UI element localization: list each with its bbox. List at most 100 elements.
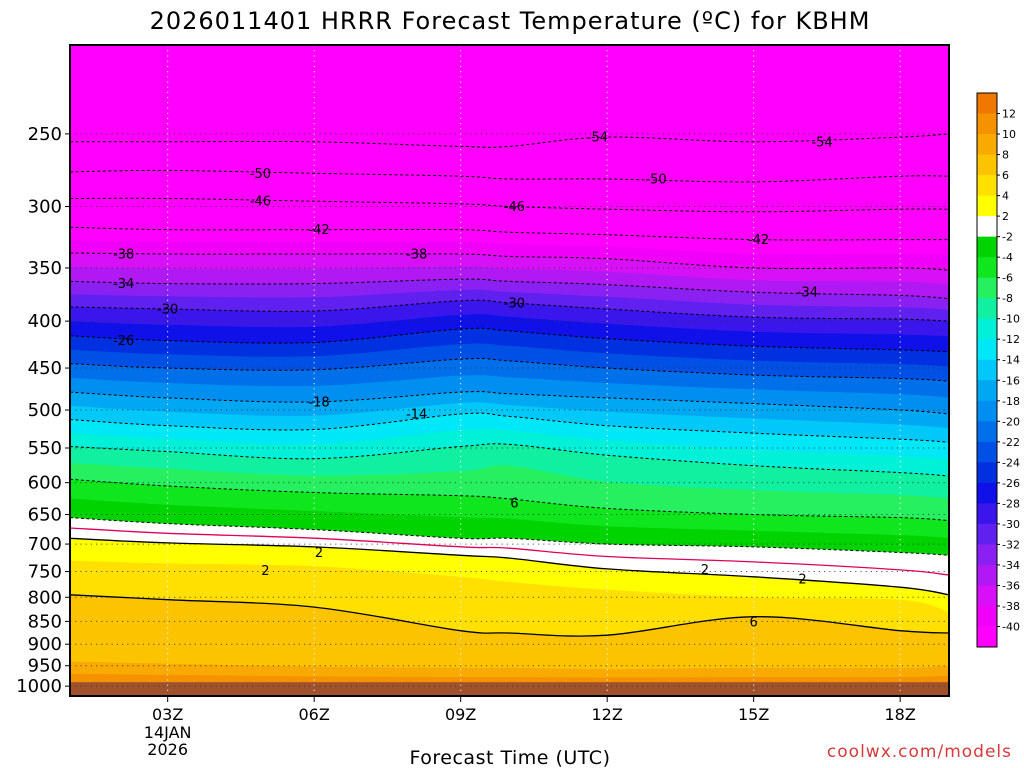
contour-label-14: -26 bbox=[113, 334, 134, 349]
colorbar-label-0: 12 bbox=[1002, 108, 1016, 121]
isotherm--42 bbox=[70, 226, 949, 241]
chart-title: 2026011401 HRRR Forecast Temperature (ºC… bbox=[150, 7, 871, 35]
y-tick-label-750: 750 bbox=[28, 562, 62, 583]
svg-text:6: 6 bbox=[510, 496, 518, 511]
y-axis: 2503003504004505005506006507007508008509… bbox=[16, 124, 70, 697]
colorbar-label-4: 4 bbox=[1002, 190, 1009, 203]
y-tick-label-400: 400 bbox=[28, 311, 62, 332]
colorbar-swatch-5 bbox=[977, 195, 997, 217]
isotherm--38 bbox=[70, 252, 949, 271]
contour-label-3: -50 bbox=[645, 173, 666, 188]
y-tick-label-250: 250 bbox=[28, 124, 62, 145]
colorbar-swatch-11 bbox=[977, 318, 997, 340]
svg-text:-46: -46 bbox=[504, 200, 525, 215]
x-tick-label-06Z: 06Z bbox=[299, 705, 330, 724]
y-tick-label-600: 600 bbox=[28, 473, 62, 494]
colorbar-label-16: -22 bbox=[1002, 436, 1020, 449]
isotherm--30 bbox=[70, 299, 949, 322]
contour-label-19: 6 bbox=[510, 496, 518, 511]
colorbar-swatch-20 bbox=[977, 503, 997, 525]
y-tick-label-900: 900 bbox=[28, 634, 62, 655]
colorbar-label-1: 10 bbox=[1002, 128, 1016, 141]
svg-text:2: 2 bbox=[798, 572, 806, 587]
colorbar-swatch-8 bbox=[977, 257, 997, 279]
colorbar-swatch-3 bbox=[977, 154, 997, 176]
x-tick-label-03Z: 03Z bbox=[152, 705, 183, 724]
colorbar-label-10: -10 bbox=[1002, 313, 1020, 326]
colorbar-swatch-16 bbox=[977, 421, 997, 443]
contour-label-22: 6 bbox=[750, 615, 758, 630]
colorbar-label-24: -38 bbox=[1002, 600, 1020, 613]
svg-text:-18: -18 bbox=[308, 395, 329, 410]
isotherm--54 bbox=[70, 133, 949, 148]
colorbar-swatch-9 bbox=[977, 277, 997, 299]
colorbar-swatch-15 bbox=[977, 400, 997, 422]
isotherm-contours bbox=[70, 133, 949, 637]
isotherm--34 bbox=[70, 278, 949, 300]
isotherm-6 bbox=[70, 594, 949, 637]
svg-text:-30: -30 bbox=[504, 296, 525, 311]
contour-label-21: 2 bbox=[798, 572, 806, 587]
contour-label-17: 2 bbox=[315, 546, 323, 561]
color-scale-legend: 12 10 8 6 4 2 -2 -4 -6 -8 -10 -12 -14 -16 -18 -20 -22 -24… bbox=[976, 92, 1020, 648]
contour-label-11: -34 bbox=[797, 286, 818, 301]
y-tick-label-1000: 1000 bbox=[16, 676, 62, 697]
colorbar-label-9: -8 bbox=[1002, 292, 1013, 305]
contour-label-18: 2 bbox=[261, 564, 269, 579]
svg-text:-26: -26 bbox=[113, 334, 134, 349]
colorbar-label-19: -28 bbox=[1002, 497, 1020, 510]
svg-text:2: 2 bbox=[261, 564, 269, 579]
colorbar-label-17: -24 bbox=[1002, 456, 1020, 469]
colorbar-swatch-2 bbox=[977, 134, 997, 156]
isotherm--26 bbox=[70, 327, 949, 353]
colorbar-label-12: -14 bbox=[1002, 354, 1020, 367]
svg-text:-50: -50 bbox=[645, 173, 666, 188]
colorbar-swatch-21 bbox=[977, 523, 997, 545]
x-tick-sublabel-0: 14JAN bbox=[144, 723, 192, 742]
isotherm--10 bbox=[70, 443, 949, 477]
svg-text:-38: -38 bbox=[406, 248, 427, 263]
colorbar-swatch-10 bbox=[977, 298, 997, 320]
colorbar-swatch-26 bbox=[977, 626, 997, 648]
contour-label-12: -30 bbox=[157, 302, 178, 317]
svg-text:-54: -54 bbox=[811, 135, 832, 150]
contour-label-9: -38 bbox=[406, 248, 427, 263]
temperature-fill-bands bbox=[70, 45, 949, 696]
colorbar-swatch-1 bbox=[977, 113, 997, 135]
contour-labels: -54 -54 -50 -50 -46 -46 -42 -42 -38 -38 -34 -34 -30 -… bbox=[113, 131, 833, 631]
contour-label-8: -38 bbox=[113, 248, 134, 263]
colorbar-swatch-13 bbox=[977, 359, 997, 381]
isotherm-2 bbox=[70, 537, 949, 596]
colorbar-swatch-17 bbox=[977, 441, 997, 463]
colorbar-swatch-7 bbox=[977, 236, 997, 258]
y-tick-label-800: 800 bbox=[28, 587, 62, 608]
contour-label-1: -54 bbox=[811, 135, 832, 150]
colorbar-label-20: -30 bbox=[1002, 518, 1020, 531]
svg-text:-46: -46 bbox=[250, 195, 271, 210]
colorbar-swatch-25 bbox=[977, 605, 997, 627]
y-tick-label-550: 550 bbox=[28, 438, 62, 459]
y-tick-label-300: 300 bbox=[28, 197, 62, 218]
x-tick-label-18Z: 18Z bbox=[885, 705, 916, 724]
colorbar-swatch-22 bbox=[977, 544, 997, 566]
y-tick-label-850: 850 bbox=[28, 611, 62, 632]
colorbar-label-14: -18 bbox=[1002, 395, 1020, 408]
svg-text:-54: -54 bbox=[587, 131, 608, 146]
x-tick-label-15Z: 15Z bbox=[738, 705, 769, 724]
contour-label-7: -42 bbox=[748, 233, 769, 248]
colorbar-label-25: -40 bbox=[1002, 620, 1020, 633]
contour-label-5: -46 bbox=[504, 200, 525, 215]
isotherm--2 bbox=[70, 517, 949, 556]
colorbar-label-11: -12 bbox=[1002, 333, 1020, 346]
colorbar-label-18: -26 bbox=[1002, 477, 1020, 490]
contour-label-6: -42 bbox=[308, 223, 329, 238]
y-tick-label-700: 700 bbox=[28, 534, 62, 555]
svg-text:-30: -30 bbox=[157, 302, 178, 317]
isotherm--50 bbox=[70, 169, 949, 183]
colorbar-swatch-19 bbox=[977, 482, 997, 504]
svg-text:-38: -38 bbox=[113, 248, 134, 263]
colorbar-swatch-12 bbox=[977, 339, 997, 361]
contour-label-0: -54 bbox=[587, 131, 608, 146]
colorbar-swatch-6 bbox=[977, 216, 997, 238]
